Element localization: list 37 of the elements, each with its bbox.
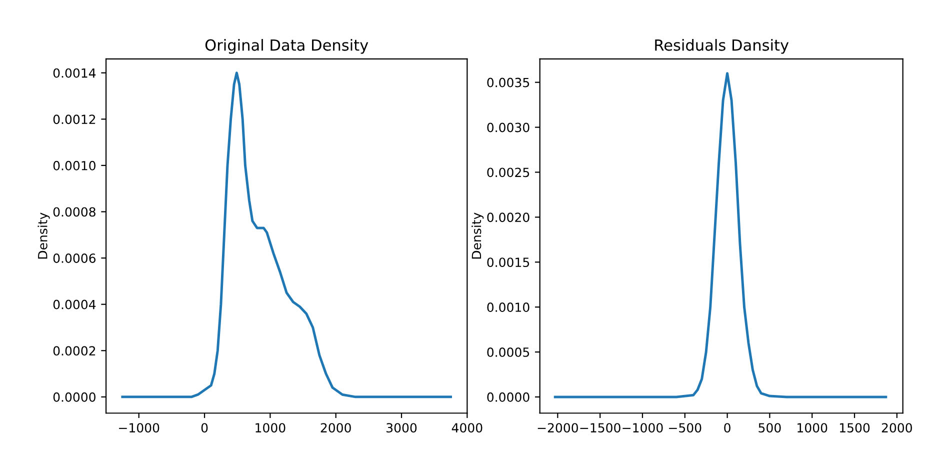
line-series [121,72,452,398]
x-tick-label: −1000 [622,423,663,433]
x-tick-label: 1000 [798,423,828,433]
x-tick-label: 2000 [882,423,912,433]
x-tick-label: 0 [724,423,730,433]
x-tick-label: −500 [669,423,702,433]
y-tick-label: 0.0000 [53,392,96,402]
x-tick-label: 2000 [320,423,351,433]
y-tick-label: 0.0035 [487,78,530,88]
x-tick-label: 1500 [840,423,870,433]
y-axis-title: Density [38,212,50,259]
y-tick-label: 0.0000 [487,392,530,402]
y-tick-label: 0.0015 [487,258,530,268]
y-axis-title: Density [472,212,484,259]
x-tick-label: 3000 [386,423,417,433]
y-tick-label: 0.0020 [487,212,530,222]
x-tick-label: 1000 [256,423,286,433]
x-tick-label: −1500 [580,423,620,433]
y-tick-label: 0.0008 [53,207,96,217]
y-tick-label: 0.0010 [53,160,96,170]
chart-title: Residuals Dansity [655,39,789,54]
y-tick-label: 0.0002 [53,346,96,356]
x-tick-label: 4000 [452,423,482,433]
x-tick-label: −1000 [119,423,160,433]
y-tick-label: 0.0014 [53,68,96,78]
y-tick-label: 0.0005 [487,347,530,357]
y-tick-label: 0.0012 [53,114,96,124]
line-series [554,72,888,398]
x-tick-label: 0 [201,423,208,433]
y-tick-label: 0.0006 [53,254,96,263]
y-tick-label: 0.0004 [53,300,96,310]
x-tick-label: 500 [758,423,781,433]
y-tick-label: 0.0030 [487,122,530,132]
x-tick-label: −2000 [538,423,578,433]
chart-title: Original Data Density [205,39,368,54]
y-tick-label: 0.0010 [487,302,530,312]
y-tick-label: 0.0025 [487,168,530,178]
